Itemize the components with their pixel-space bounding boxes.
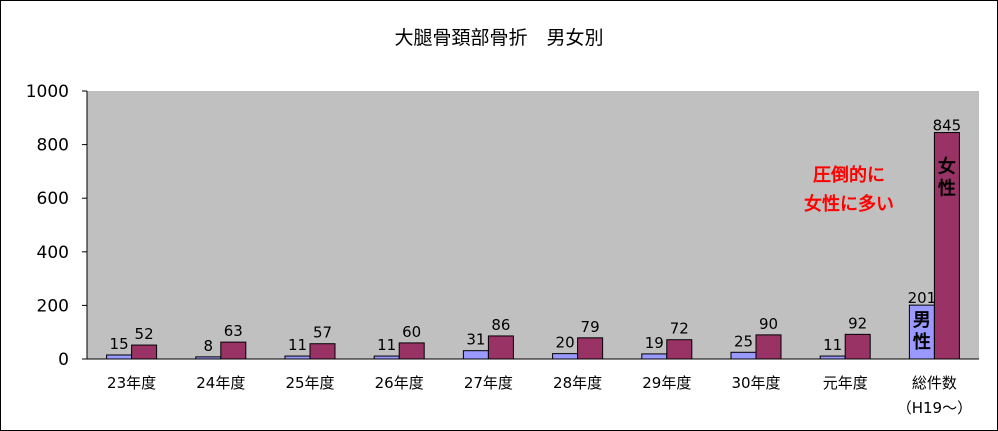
x-category-label: 総件数 bbox=[912, 374, 957, 392]
y-tick-label: 1000 bbox=[26, 82, 69, 102]
bar-female bbox=[487, 335, 514, 360]
y-tick-label: 800 bbox=[37, 136, 69, 156]
data-label-male: 11 bbox=[377, 336, 396, 354]
y-tick-label: 200 bbox=[37, 296, 69, 316]
x-category-label: 26年度 bbox=[375, 374, 424, 392]
bar-male bbox=[552, 353, 579, 360]
bar-male bbox=[730, 351, 757, 360]
y-tick-label: 0 bbox=[58, 350, 69, 370]
data-label-female: 52 bbox=[135, 325, 154, 343]
bar-female bbox=[933, 132, 960, 360]
bar-female bbox=[666, 339, 693, 360]
data-label-female: 60 bbox=[402, 323, 421, 341]
data-label-female: 92 bbox=[848, 314, 867, 332]
data-label-male: 15 bbox=[110, 335, 129, 353]
bar-female bbox=[844, 333, 871, 360]
data-label-female: 79 bbox=[581, 318, 600, 336]
data-label-male: 31 bbox=[466, 331, 485, 349]
bar-male bbox=[106, 354, 133, 360]
chart-title: 大腿骨頚部骨折 男女別 bbox=[394, 27, 603, 49]
data-label-male: 19 bbox=[645, 334, 664, 352]
data-label-female: 57 bbox=[313, 324, 332, 342]
data-label-male: 25 bbox=[734, 332, 753, 350]
data-label-male: 8 bbox=[204, 337, 214, 355]
in-bar-label-female: 性 bbox=[938, 178, 956, 200]
x-category-label: 30年度 bbox=[731, 374, 780, 392]
bar-female bbox=[755, 334, 782, 360]
bar-female bbox=[131, 344, 158, 360]
data-label-female: 63 bbox=[224, 322, 243, 340]
in-bar-label-male: 男 bbox=[913, 310, 931, 331]
data-label-female: 90 bbox=[759, 315, 778, 333]
x-category-sublabel: （H19～） bbox=[897, 399, 972, 417]
x-category-label: 元年度 bbox=[823, 374, 868, 392]
x-category-label: 24年度 bbox=[196, 374, 245, 392]
bar-female bbox=[577, 337, 604, 360]
x-category-label: 28年度 bbox=[553, 374, 602, 392]
data-label-male: 201 bbox=[908, 289, 937, 307]
in-bar-label-female: 女 bbox=[938, 156, 956, 178]
y-tick-label: 400 bbox=[37, 243, 69, 263]
data-label-male: 11 bbox=[823, 336, 842, 354]
bar-male bbox=[908, 304, 935, 360]
x-category-label: 25年度 bbox=[285, 374, 334, 392]
callout-line-2: 女性に多い bbox=[804, 193, 894, 215]
data-label-male: 20 bbox=[556, 334, 575, 352]
y-tick-label: 600 bbox=[37, 189, 69, 209]
bar-female bbox=[309, 343, 336, 360]
bar-male bbox=[462, 350, 489, 360]
bar-female bbox=[220, 341, 247, 360]
data-label-female: 845 bbox=[933, 117, 962, 135]
in-bar-label-male: 性 bbox=[913, 331, 931, 353]
x-category-label: 23年度 bbox=[107, 374, 156, 392]
plot-area bbox=[87, 91, 979, 359]
data-label-female: 72 bbox=[670, 320, 689, 338]
x-category-label: 27年度 bbox=[464, 374, 513, 392]
data-label-male: 11 bbox=[288, 336, 307, 354]
callout-line-1: 圧倒的に bbox=[813, 164, 885, 186]
data-label-female: 86 bbox=[491, 316, 510, 334]
bar-male bbox=[641, 353, 668, 360]
x-category-label: 29年度 bbox=[642, 374, 691, 392]
bar-female bbox=[398, 342, 425, 360]
